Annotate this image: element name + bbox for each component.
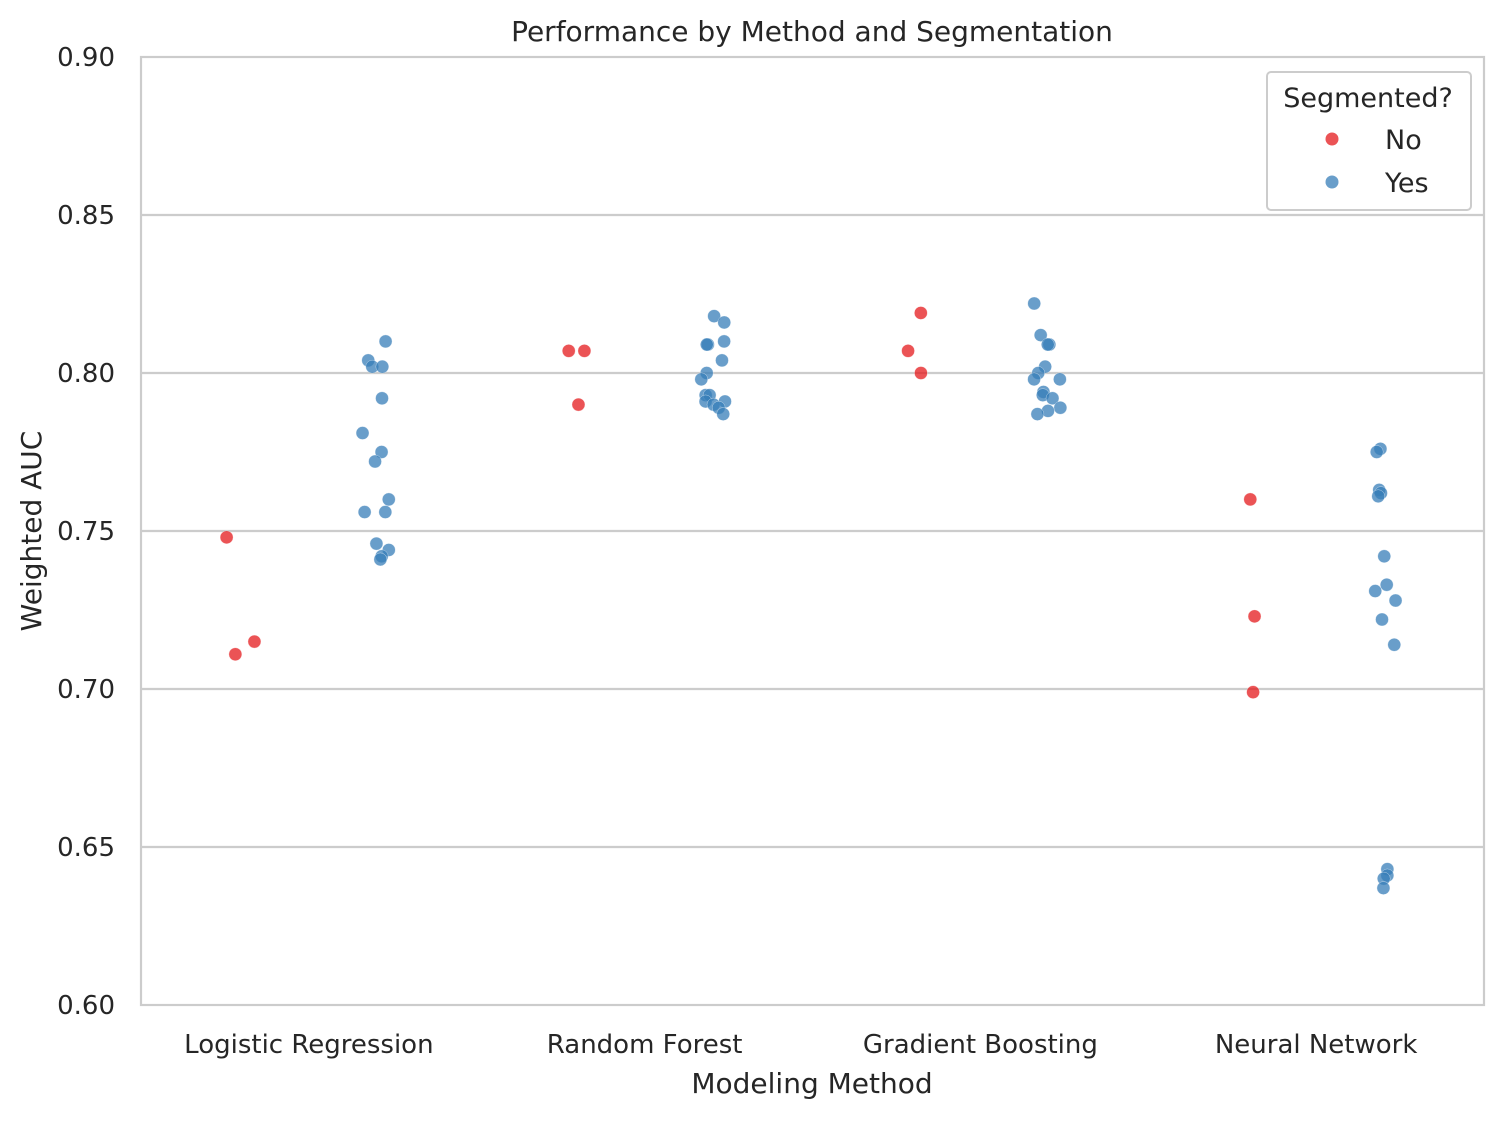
point-no [1247,609,1262,623]
point-yes [1375,612,1389,627]
point-yes [1027,296,1041,311]
legend-title: Segmented? [1283,83,1453,114]
point-yes [374,445,389,459]
point-yes [717,315,731,330]
legend-label-no: No [1385,125,1422,156]
point-yes [700,337,714,352]
point-no [247,634,262,649]
y-tick-label: 0.60 [57,991,115,1021]
point-no [1246,685,1260,699]
point-yes [382,492,396,507]
x-tick-label: Gradient Boosting [863,1030,1098,1060]
point-yes [1045,391,1060,405]
x-tick-label: Random Forest [547,1030,743,1060]
point-yes [375,360,389,374]
point-yes [715,353,729,368]
point-yes [369,536,384,551]
point-yes [1368,584,1382,598]
y-tick-label: 0.85 [57,201,115,231]
legend-marker-yes [1325,175,1339,189]
legend-box [1266,71,1472,211]
y-tick-label: 0.70 [57,675,115,705]
point-yes [1034,328,1048,342]
point-yes [1027,372,1041,386]
point-yes [355,426,370,440]
point-yes [694,372,708,386]
y-tick-label: 0.75 [57,517,115,547]
x-tick-labels: Logistic Regression Random Forest Gradient… [184,1030,1417,1060]
legend: Segmented? No Yes [1266,71,1472,211]
point-yes [1053,401,1067,415]
point-yes [1377,549,1391,563]
y-tick-label: 0.80 [57,359,115,389]
point-yes [1371,489,1385,503]
point-yes [1053,372,1067,386]
point-no [571,397,586,412]
point-yes [1380,578,1394,592]
legend-label-yes: Yes [1384,168,1429,199]
point-yes [1041,337,1055,352]
plot-frame [139,55,1486,1007]
point-no [219,530,234,544]
data-points [219,296,1403,895]
point-no [901,344,915,358]
x-tick-label: Logistic Regression [184,1030,433,1060]
point-yes [1030,407,1045,421]
point-yes [716,407,730,421]
y-tick-label: 0.90 [57,43,115,73]
point-yes [378,334,393,349]
point-no [562,344,576,358]
point-yes [373,552,388,567]
point-yes [1387,638,1401,652]
grid-lines [141,213,1484,849]
point-no [577,344,592,358]
point-yes [368,454,382,469]
point-yes [707,309,721,323]
y-axis-label: Weighted AUC [15,431,48,632]
chart-title: Performance by Method and Segmentation [511,15,1113,48]
point-yes [1370,445,1384,459]
point-yes [1388,593,1403,608]
point-no [914,306,928,320]
point-yes [717,334,731,349]
point-yes [1376,881,1391,895]
point-no [1243,492,1257,507]
point-yes [378,505,392,519]
y-tick-label: 0.65 [57,833,115,863]
legend-marker-no [1325,132,1339,146]
point-no [228,647,243,661]
x-axis-label: Modeling Method [691,1067,932,1100]
point-yes [357,505,372,519]
point-no [914,366,928,380]
x-tick-label: Neural Network [1215,1030,1418,1060]
y-tick-labels: 0.60 0.65 0.70 0.75 0.80 0.85 0.90 [57,43,115,1021]
point-yes [375,391,389,405]
